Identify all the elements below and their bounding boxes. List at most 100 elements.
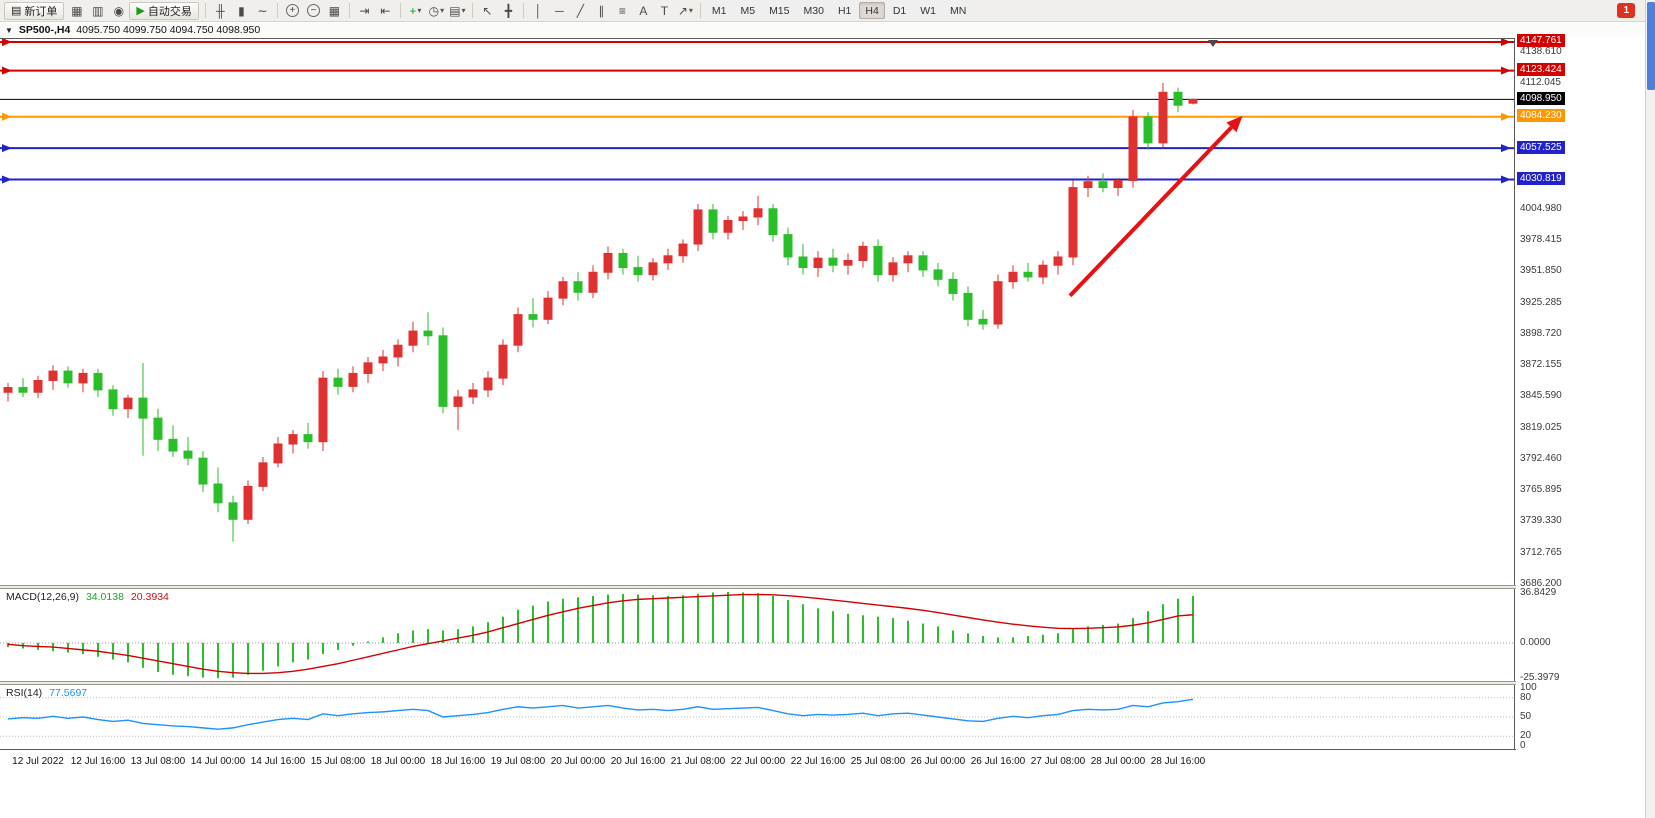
time-axis-label: 28 Jul 00:00 — [1090, 756, 1146, 767]
dropdown-caret-icon: ▾ — [417, 6, 422, 15]
dropdown-caret-icon: ▾ — [440, 6, 445, 15]
fibonacci-icon[interactable]: ≡ — [618, 3, 626, 18]
auto-trading-icon: ▶ — [136, 5, 145, 17]
toolbar-separator — [204, 3, 206, 18]
timeframe-button-h1[interactable]: H1 — [831, 2, 858, 19]
channel-icon[interactable]: ∥ — [598, 3, 605, 18]
new-order-button-label: 新订单 — [24, 5, 58, 18]
trend-arrow-head — [1226, 115, 1243, 133]
price-line-badge: 4123.424 — [1517, 63, 1565, 77]
line-end-arrow-icon — [2, 112, 12, 121]
chart-ohlc-values: 4095.750 4099.750 4094.750 4098.950 — [76, 24, 261, 36]
price-axis-label: 3925.285 — [1520, 296, 1562, 308]
line-end-arrow-icon — [2, 66, 12, 75]
chart-shift-icon[interactable]: ⇤ — [380, 3, 391, 18]
timeframe-button-m15[interactable]: M15 — [763, 2, 796, 19]
line-end-arrow-icon — [2, 39, 12, 46]
main-chart[interactable] — [0, 38, 1515, 585]
chart-title-bar: ▼ SP500-,H4 4095.750 4099.750 4094.750 4… — [0, 23, 1645, 37]
time-axis-label: 13 Jul 08:00 — [130, 756, 186, 767]
rsi-axis-label: 100 — [1520, 682, 1537, 693]
zoom-out-icon[interactable]: − — [304, 2, 323, 20]
time-axis-label: 14 Jul 00:00 — [190, 756, 246, 767]
timeframe-button-m30[interactable]: M30 — [797, 2, 830, 19]
price-axis-label: 3845.590 — [1520, 390, 1562, 402]
candlestick-icon[interactable]: ▮ — [238, 3, 245, 18]
panel-splitter[interactable] — [0, 585, 1516, 589]
timeframe-button-d1[interactable]: D1 — [886, 2, 913, 19]
time-axis-label: 12 Jul 16:00 — [70, 756, 126, 767]
price-line-badge: 4057.525 — [1517, 140, 1565, 154]
horizontal-line-icon[interactable]: ─ — [555, 3, 564, 18]
price-axis-label: 3686.200 — [1520, 577, 1562, 589]
dropdown-caret-icon: ▾ — [688, 6, 693, 15]
cursor-icon[interactable]: ↖ — [482, 3, 493, 18]
macd-axis-label: -25.3979 — [1520, 672, 1560, 683]
time-axis-label: 21 Jul 08:00 — [670, 756, 726, 767]
chart-shift-marker[interactable] — [1208, 40, 1218, 47]
macd-axis-label: 0.0000 — [1520, 636, 1551, 648]
macd-panel[interactable] — [0, 589, 1515, 681]
vertical-line-icon[interactable]: │ — [534, 3, 543, 18]
tile-windows-icon[interactable]: ▦ — [328, 3, 341, 18]
price-axis-label: 4138.610 — [1520, 45, 1562, 57]
price-axis[interactable]: 4138.610 4112.045 4004.980 3978.415 3951.850… — [1516, 0, 1645, 818]
new-chart-icon[interactable]: + ▾ — [409, 3, 422, 18]
time-axis[interactable]: 12 Jul 2022 12 Jul 16:00 13 Jul 08:00 14 Ju… — [0, 749, 1516, 775]
auto-trading-button[interactable]: ▶ 自动交易 — [129, 1, 199, 20]
macd-indicator-label: MACD(12,26,9) 34.0138 20.3934 — [6, 591, 169, 603]
bar-chart-icon[interactable]: ╫ — [216, 3, 225, 18]
scrollbar-thumb[interactable] — [1647, 2, 1655, 90]
toolbar-separator — [276, 3, 278, 18]
price-axis-label: 3978.415 — [1520, 234, 1562, 246]
toolbar-separator — [348, 3, 350, 18]
line-end-arrow-icon — [1501, 39, 1511, 46]
price-axis-label: 4112.045 — [1520, 77, 1561, 88]
timeframe-button-w1[interactable]: W1 — [914, 2, 942, 19]
timeframe-button-m5[interactable]: M5 — [734, 2, 762, 19]
rsi-axis-label: 50 — [1520, 711, 1532, 722]
arrows-icon[interactable]: ↗ ▾ — [677, 3, 693, 18]
template-icon[interactable]: ▤ ▾ — [449, 3, 466, 18]
timeframe-button-mn[interactable]: MN — [944, 2, 973, 19]
timeframe-button-h4[interactable]: H4 — [859, 2, 885, 19]
macd-signal-line — [7, 593, 1194, 675]
refresh-icon[interactable]: ◉ — [113, 3, 125, 18]
timeframe-button-m1[interactable]: M1 — [705, 2, 733, 19]
crosshair-icon[interactable]: ╋ — [504, 3, 512, 18]
trendline-icon[interactable]: ╱ — [576, 3, 584, 18]
notification-badge[interactable]: 1 — [1617, 3, 1635, 18]
label-icon[interactable]: T — [660, 3, 669, 18]
vertical-scrollbar[interactable] — [1645, 0, 1655, 818]
toolbar-separator — [522, 3, 524, 18]
time-axis-label: 26 Jul 00:00 — [910, 756, 966, 767]
profiles-icon[interactable]: ▥ — [92, 3, 104, 18]
text-icon[interactable]: A — [639, 3, 648, 18]
macd-signal-value: 20.3934 — [130, 591, 169, 603]
rsi-panel[interactable] — [0, 685, 1515, 749]
price-line-badge: 4147.761 — [1517, 34, 1565, 48]
toolbar-separator — [399, 3, 401, 18]
candles[interactable] — [3, 82, 1198, 542]
time-axis-label: 22 Jul 00:00 — [730, 756, 786, 767]
auto-scroll-icon[interactable]: ⇥ — [359, 3, 370, 18]
trend-arrow[interactable] — [1068, 125, 1233, 298]
time-axis-label: 26 Jul 16:00 — [970, 756, 1026, 767]
new-order-button[interactable]: ▤ 新订单 — [4, 1, 65, 20]
price-line-badge: 4030.819 — [1517, 172, 1565, 186]
chart-window-icon[interactable]: ▦ — [71, 3, 83, 18]
price-axis-label: 3792.460 — [1520, 452, 1562, 464]
line-chart-icon[interactable]: ∼ — [257, 3, 268, 18]
time-axis-label: 20 Jul 16:00 — [610, 756, 666, 767]
toolbar-separator — [699, 3, 701, 18]
time-axis-label: 18 Jul 16:00 — [430, 756, 486, 767]
chart-menu-icon[interactable]: ▼ — [5, 25, 13, 35]
line-end-arrow-icon — [1501, 112, 1511, 121]
auto-trading-button-label: 自动交易 — [147, 5, 192, 18]
period-icon[interactable]: ◷ ▾ — [428, 3, 445, 18]
toolbar-separator — [471, 3, 473, 18]
zoom-in-icon[interactable]: + — [283, 2, 302, 20]
line-end-arrow-icon — [1501, 66, 1511, 75]
panel-splitter[interactable] — [0, 681, 1516, 685]
